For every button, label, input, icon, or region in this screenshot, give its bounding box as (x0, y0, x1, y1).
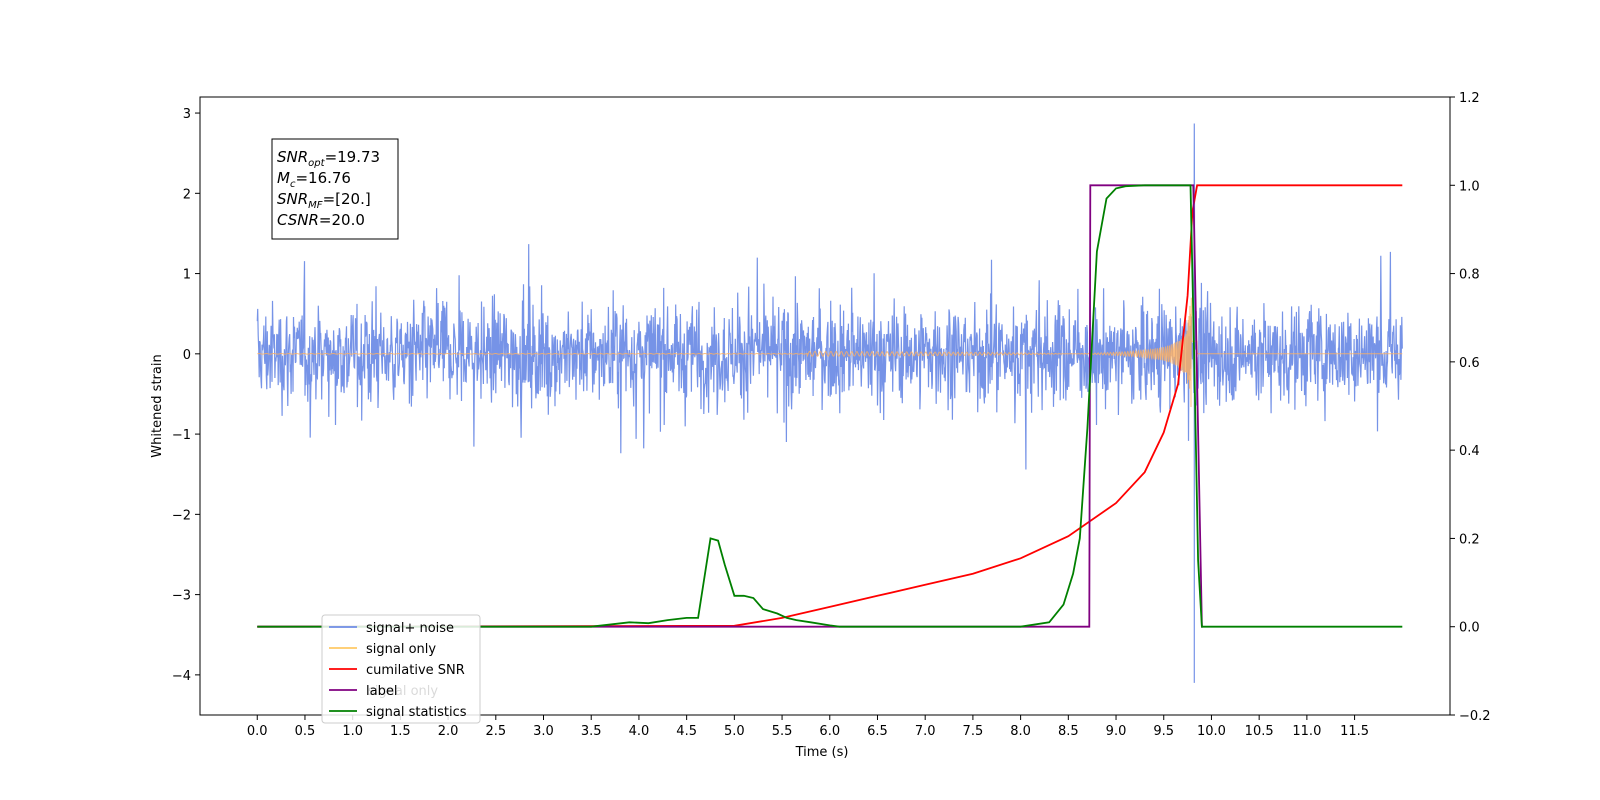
x-tick-label: 0.5 (295, 724, 316, 739)
annotation-line: SNRopt=19.73 (277, 148, 380, 169)
legend-label: signal+ noise (366, 621, 454, 636)
left-tick-label: −1 (172, 428, 191, 443)
x-tick-label: 6.5 (867, 724, 888, 739)
right-axis-ticks: 1.2 1.0 0.8 0.6 0.4 0.2 0.0 −0.2 (1450, 91, 1491, 724)
signal-only-line (257, 297, 1403, 408)
left-axis-ticks: 3 2 1 0 −1 −2 −3 −4 (172, 107, 200, 684)
right-axis-series (257, 184, 1403, 628)
signal-noise-line (256, 123, 1403, 683)
right-tick-label: 0.4 (1459, 444, 1480, 459)
annotation-box (271, 138, 399, 240)
left-tick-label: 2 (183, 187, 191, 202)
annotation-line: CSNR=20.0 (277, 211, 365, 229)
annotation-line: Mc=16.76 (277, 169, 351, 190)
x-tick-label: 9.5 (1153, 724, 1174, 739)
cumilative-snr-line (257, 184, 1403, 628)
right-tick-label: 1.2 (1459, 91, 1480, 106)
x-tick-label: 5.0 (724, 724, 745, 739)
legend-label: signal only (366, 642, 436, 657)
series-signal-noise (256, 123, 1403, 683)
x-tick-label: 4.0 (629, 724, 650, 739)
right-tick-label: 0.6 (1459, 356, 1480, 371)
x-tick-label: 10.5 (1245, 724, 1274, 739)
left-tick-label: −3 (172, 589, 191, 604)
left-tick-label: 1 (183, 268, 191, 283)
left-tick-label: −4 (172, 669, 191, 684)
right-tick-label: 1.0 (1459, 179, 1480, 194)
legend-label: signal statistics (366, 705, 467, 720)
x-axis-ticks: 0.0 0.5 1.0 1.5 2.0 2.5 3.0 3.5 4.0 4.5 5.0 5.5 6.0 6… (247, 715, 1369, 739)
x-tick-label: 5.5 (772, 724, 793, 739)
signal-statistics-line (257, 184, 1403, 628)
x-tick-label: 7.0 (915, 724, 936, 739)
x-tick-label: 2.0 (438, 724, 459, 739)
x-tick-label: 8.0 (1010, 724, 1031, 739)
x-tick-label: 1.0 (342, 724, 363, 739)
x-tick-label: 6.0 (819, 724, 840, 739)
x-tick-label: 8.5 (1058, 724, 1079, 739)
x-tick-label: 3.5 (581, 724, 602, 739)
x-tick-label: 4.5 (676, 724, 697, 739)
left-tick-label: −2 (172, 508, 191, 523)
legend-box (321, 614, 481, 724)
series-signal-only (257, 297, 1403, 408)
right-tick-label: −0.2 (1459, 709, 1491, 724)
x-tick-label: 10.0 (1197, 724, 1226, 739)
x-tick-label: 11.0 (1292, 724, 1321, 739)
left-tick-label: 0 (183, 348, 191, 363)
right-tick-label: 0.2 (1459, 532, 1480, 547)
x-tick-label: 11.5 (1340, 724, 1369, 739)
x-tick-label: 7.5 (963, 724, 984, 739)
left-axis-label: Whitened strain (150, 354, 165, 457)
plot-frame (199, 96, 1451, 716)
x-axis-label: Time (s) (795, 745, 849, 760)
annotation-line: SNRMF=[20.] (277, 190, 371, 211)
x-tick-label: 2.5 (485, 724, 506, 739)
x-tick-label: 3.0 (533, 724, 554, 739)
legend-label: cumilative SNR (366, 663, 465, 678)
x-tick-label: 9.0 (1106, 724, 1127, 739)
left-tick-label: 3 (183, 107, 191, 122)
x-tick-label: 0.0 (247, 724, 268, 739)
right-tick-label: 0.0 (1459, 621, 1480, 636)
legend-label: label (366, 684, 397, 699)
x-tick-label: 1.5 (390, 724, 411, 739)
label-line (257, 184, 1203, 628)
right-tick-label: 0.8 (1459, 268, 1480, 283)
